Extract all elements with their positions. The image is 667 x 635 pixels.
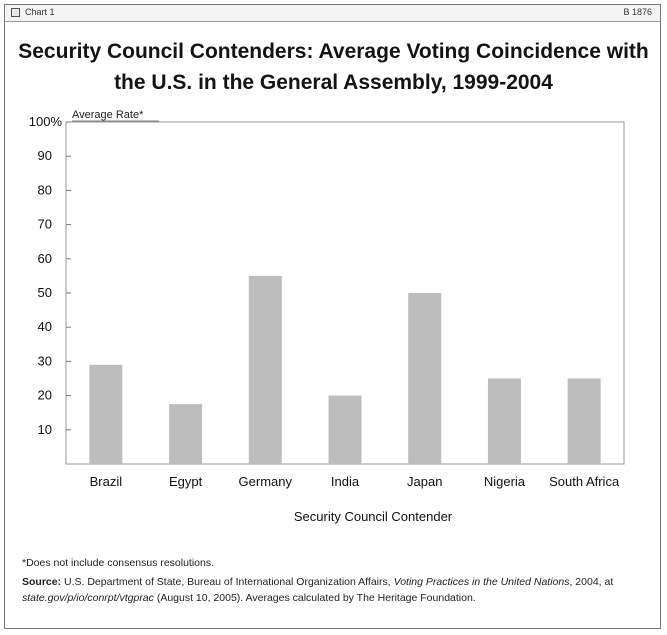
- chart-frame: Chart 1 B 1876: [4, 4, 661, 629]
- chart-label: Chart 1: [25, 7, 55, 17]
- bar-germany: [248, 275, 282, 464]
- x-tick-label: India: [331, 474, 360, 489]
- y-tick-label: 70: [38, 217, 52, 232]
- y-tick-label: 20: [38, 388, 52, 403]
- x-axis-label: Security Council Contender: [294, 509, 453, 524]
- y-tick-label: 60: [38, 251, 52, 266]
- source-label: Source:: [22, 576, 62, 588]
- bar-south-africa: [567, 378, 601, 464]
- footnote: *Does not include consensus resolutions.: [22, 557, 215, 569]
- y-axis-label: Average Rate*: [72, 109, 144, 121]
- bar-chart: 10 20 30 40 50 60 70 80 90 100% Brazil Egypt German…: [29, 109, 625, 524]
- x-tick-label: Japan: [407, 474, 442, 489]
- header-bar: Chart 1 B 1876: [5, 5, 660, 22]
- bar-brazil: [89, 364, 123, 464]
- bar-japan: [408, 293, 442, 464]
- bar-india: [328, 395, 362, 464]
- source-text-3: (August 10, 2005). Averages calculated b…: [153, 592, 476, 604]
- bars: [89, 275, 601, 464]
- y-tick-label: 50: [38, 285, 52, 300]
- chart-icon: [11, 8, 20, 17]
- source-text-2: , 2004, at: [569, 576, 614, 588]
- chart-id: B 1876: [623, 7, 652, 17]
- x-tick-label: Egypt: [169, 474, 203, 489]
- y-tick-label: 10: [38, 422, 52, 437]
- source-url: state.gov/p/io/conrpt/vtgprac: [22, 592, 154, 604]
- x-axis: Brazil Egypt Germany India Japan Nigeria South…: [90, 474, 620, 489]
- y-tick-label: 80: [38, 182, 52, 197]
- chart-title: Security Council Contenders: Average Vot…: [0, 36, 667, 98]
- x-tick-label: South Africa: [549, 474, 620, 489]
- chart-title-line-2: the U.S. in the General Assembly, 1999-2…: [114, 71, 553, 94]
- source-note: Source: U.S. Department of State, Bureau…: [22, 574, 652, 606]
- x-tick-label: Brazil: [90, 474, 123, 489]
- source-text: U.S. Department of State, Bureau of Inte…: [61, 576, 394, 588]
- y-tick-label: 90: [38, 148, 52, 163]
- y-tick-label: 100%: [29, 114, 63, 129]
- x-tick-label: Germany: [239, 474, 293, 489]
- bar-egypt: [169, 404, 203, 464]
- y-axis: 10 20 30 40 50 60 70 80 90 100%: [29, 114, 71, 437]
- y-tick-label: 30: [38, 353, 52, 368]
- x-tick-label: Nigeria: [484, 474, 526, 489]
- source-italic: Voting Practices in the United Nations: [393, 576, 570, 588]
- y-tick-label: 40: [38, 319, 52, 334]
- bar-nigeria: [487, 378, 521, 464]
- chart-title-line-1: Security Council Contenders: Average Vot…: [18, 40, 649, 63]
